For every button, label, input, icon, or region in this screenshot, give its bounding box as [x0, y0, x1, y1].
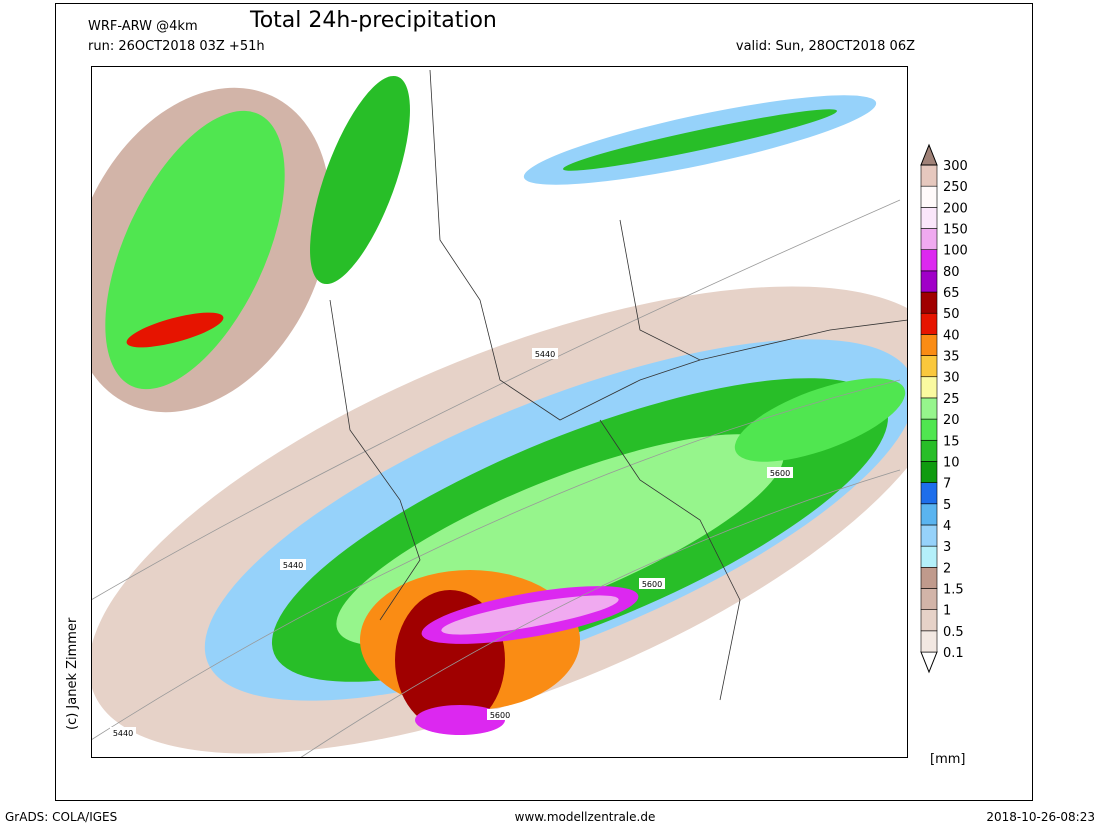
map-frame: [91, 66, 908, 758]
contour-label-bg: [280, 559, 306, 570]
colorbar-label: 0.1: [943, 646, 964, 661]
footer-left: GrADS: COLA/IGES: [5, 810, 117, 824]
colorbar-box: [920, 164, 938, 187]
colorbar-label: 10: [943, 455, 960, 470]
colorbar-label: 30: [943, 371, 960, 386]
colorbar-label: 40: [943, 328, 960, 343]
contour-label: 5440: [535, 350, 555, 359]
colorbar-label: 3: [943, 540, 951, 555]
run-label: run: 26OCT2018 03Z +51h: [88, 39, 265, 54]
colorbar-box: [920, 567, 938, 589]
colorbar-box: [920, 482, 938, 505]
colorbar-box: [920, 588, 938, 610]
colorbar-box: [920, 439, 938, 462]
colorbar-label: 4: [943, 519, 951, 534]
colorbar-label: 100: [943, 244, 968, 259]
footer-right: 2018-10-26-08:23: [986, 810, 1095, 824]
credit: (c) Janek Zimmer: [65, 617, 80, 730]
contour-label: 5440: [283, 561, 303, 570]
contour-label-bg: [532, 348, 558, 359]
colorbar-label: 0.5: [943, 625, 964, 640]
colorbar-label: 35: [943, 350, 960, 365]
contour-labels: 5440 5440 5440 5600 5600 5600: [110, 348, 793, 738]
colorbar-box: [920, 397, 938, 420]
colorbar-box: [920, 228, 938, 250]
colorbar-box: [920, 249, 938, 272]
colorbar-label: 7: [943, 477, 951, 492]
colorbar-label: 5: [943, 498, 951, 513]
colorbar-label: 15: [943, 434, 960, 449]
colorbar-label: 250: [943, 180, 968, 195]
colorbar-box: [920, 207, 938, 229]
contour-label: 5600: [490, 711, 510, 720]
colorbar-box: [920, 291, 938, 314]
unit-label: [mm]: [930, 752, 965, 767]
borders: [329, 69, 908, 701]
colorbar-label: 1.5: [943, 582, 964, 597]
colorbar-label: 65: [943, 286, 960, 301]
contour-label-bg: [767, 467, 793, 478]
colorbar-label: 200: [943, 201, 968, 216]
contour-label: 5600: [642, 580, 662, 589]
colorbar-label: 300: [943, 159, 968, 174]
colorbar-box: [920, 461, 938, 483]
colorbar-label: 1: [943, 604, 951, 619]
colorbar-box: [920, 418, 938, 441]
colorbar-box: [920, 524, 938, 547]
valid-label: valid: Sun, 28OCT2018 06Z: [736, 39, 915, 54]
precip-shading: [91, 75, 908, 754]
height-contours: [91, 199, 901, 758]
map-field: 5440 5440 5440 5600 5600 5600: [91, 66, 908, 758]
colorbar-label: 20: [943, 413, 960, 428]
contour-label-bg: [639, 578, 665, 589]
contour-label: 5600: [770, 469, 790, 478]
contour-label: 5440: [113, 729, 133, 738]
colorbar-label: 80: [943, 265, 960, 280]
colorbar-high-triangle: [920, 143, 938, 166]
colorbar-box: [920, 609, 938, 632]
colorbar: 0.1 0.5 1 1.5 2 3 4 5 7 10 15 20 25 30 35 40 50 65 80 100 15…: [920, 143, 968, 674]
colorbar-box: [920, 185, 938, 208]
colorbar-box: [920, 355, 938, 378]
colorbar-label: 150: [943, 223, 968, 238]
colorbar-box: [920, 545, 938, 568]
colorbar-label: 50: [943, 307, 960, 322]
contour-label-bg: [110, 727, 136, 738]
title: Total 24h-precipitation: [249, 8, 497, 33]
colorbar-box: [920, 376, 938, 399]
colorbar-label: 25: [943, 392, 960, 407]
colorbar-box: [920, 270, 938, 293]
model-label: WRF-ARW @4km: [88, 19, 198, 34]
colorbar-box: [920, 503, 938, 526]
colorbar-box: [920, 312, 938, 335]
contour-label-bg: [487, 709, 513, 720]
colorbar-box: [920, 630, 938, 653]
footer-center: www.modellzentrale.de: [515, 810, 656, 824]
colorbar-label: 2: [943, 561, 951, 576]
colorbar-box: [920, 334, 938, 356]
